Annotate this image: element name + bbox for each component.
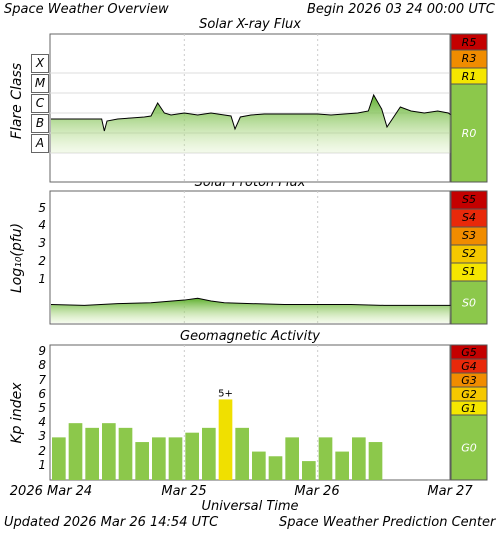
scale-label-g5: G5 xyxy=(461,346,477,359)
scale-label-g1: G1 xyxy=(461,402,477,415)
kp-ytick: 7 xyxy=(38,372,46,387)
kp-bar xyxy=(85,427,99,480)
scale-label-s3: S3 xyxy=(462,229,476,242)
proton-chart: S5 S4 S3 S2 S1 S0 xyxy=(49,190,488,325)
scale-s0 xyxy=(450,280,488,325)
kp-bar xyxy=(252,451,266,480)
proton-ytick: 1 xyxy=(38,271,46,286)
xray-chart: R5 R3 R1 R0 xyxy=(49,33,488,183)
kp-bar xyxy=(168,437,183,480)
kp-bar xyxy=(135,442,149,480)
proton-ytick: 4 xyxy=(38,218,46,233)
proton-ytick: 5 xyxy=(38,200,46,215)
flare-class-m: M xyxy=(31,74,49,93)
flare-class-a: A xyxy=(31,134,49,153)
kp-bar xyxy=(102,423,116,480)
flare-class-c: C xyxy=(31,94,49,113)
geomag-title: Geomagnetic Activity xyxy=(180,329,320,344)
plot-frame xyxy=(49,190,451,325)
kp-bar xyxy=(318,437,333,480)
flare-class-x: X xyxy=(31,54,49,73)
kp-bar xyxy=(152,437,166,480)
proton-line xyxy=(50,297,451,306)
xray-ylabel: Flare Class xyxy=(9,62,25,140)
scale-label-s2: S2 xyxy=(462,247,476,260)
swpc-credit: Space Weather Prediction Center xyxy=(279,515,496,530)
kp-ytick: 6 xyxy=(38,386,46,401)
scale-label-g3: G3 xyxy=(461,374,477,387)
scale-label-g4: G4 xyxy=(461,360,477,373)
scale-label-g0: G0 xyxy=(461,442,477,455)
kp-bar xyxy=(118,427,133,480)
scale-label-s0: S0 xyxy=(462,297,476,310)
xtick-mar24: 2026 Mar 24 xyxy=(9,484,93,499)
xtick-mar26: Mar 26 xyxy=(294,484,340,499)
kp-bar-label: 5+ xyxy=(218,388,233,399)
kp-bar xyxy=(302,461,316,480)
plot-frame xyxy=(49,344,451,481)
kp-ytick: 8 xyxy=(38,358,46,373)
scale-label-s1: S1 xyxy=(462,265,476,278)
xtick-mar25: Mar 25 xyxy=(161,484,207,499)
kp-ytick: 1 xyxy=(38,457,46,472)
kp-ytick: 3 xyxy=(38,429,46,444)
page-title: Space Weather Overview xyxy=(4,2,169,17)
scale-label-r0: R0 xyxy=(462,127,477,140)
scale-label-s4: S4 xyxy=(462,211,476,224)
kp-bar xyxy=(185,432,199,480)
kp-bar xyxy=(335,451,349,480)
flare-class-b: B xyxy=(31,114,49,133)
x-axis-label: Universal Time xyxy=(201,499,299,514)
updated-timestamp: Updated 2026 Mar 26 14:54 UTC xyxy=(4,515,219,530)
xtick-mar27: Mar 27 xyxy=(427,484,473,499)
kp-ytick: 9 xyxy=(38,344,46,359)
kp-bar xyxy=(218,399,233,480)
scale-label-r3: R3 xyxy=(462,52,477,65)
proton-ytick: 3 xyxy=(38,236,46,251)
kp-bar xyxy=(68,423,83,480)
xray-title: Solar X-ray Flux xyxy=(199,17,301,32)
xray-line xyxy=(51,93,452,132)
kp-ytick: 4 xyxy=(38,415,46,430)
plot-frame xyxy=(49,33,451,183)
scale-label-s5: S5 xyxy=(462,193,476,206)
proton-ytick: 2 xyxy=(38,253,46,268)
begin-timestamp: Begin 2026 03 24 00:00 UTC xyxy=(307,2,495,17)
proton-ylabel: Log₁₀(pfu) xyxy=(9,222,25,294)
xray-fill xyxy=(51,95,451,153)
kp-ytick: 2 xyxy=(38,443,46,458)
scale-label-r5: R5 xyxy=(462,36,477,49)
scale-label-r1: R1 xyxy=(462,70,477,83)
scale-label-g2: G2 xyxy=(461,388,477,401)
kp-ylabel: Kp index xyxy=(9,382,25,444)
scale-g0 xyxy=(450,414,488,481)
kp-bar xyxy=(202,427,216,480)
kp-bar xyxy=(268,456,283,480)
kp-bar xyxy=(285,437,299,480)
kp-bar xyxy=(352,437,366,480)
kp-bar xyxy=(368,442,383,480)
kp-bar xyxy=(52,437,66,480)
scale-r0 xyxy=(450,83,488,183)
kp-ytick: 5 xyxy=(38,400,46,415)
kp-bar xyxy=(235,427,249,480)
proton-fill xyxy=(51,298,451,323)
